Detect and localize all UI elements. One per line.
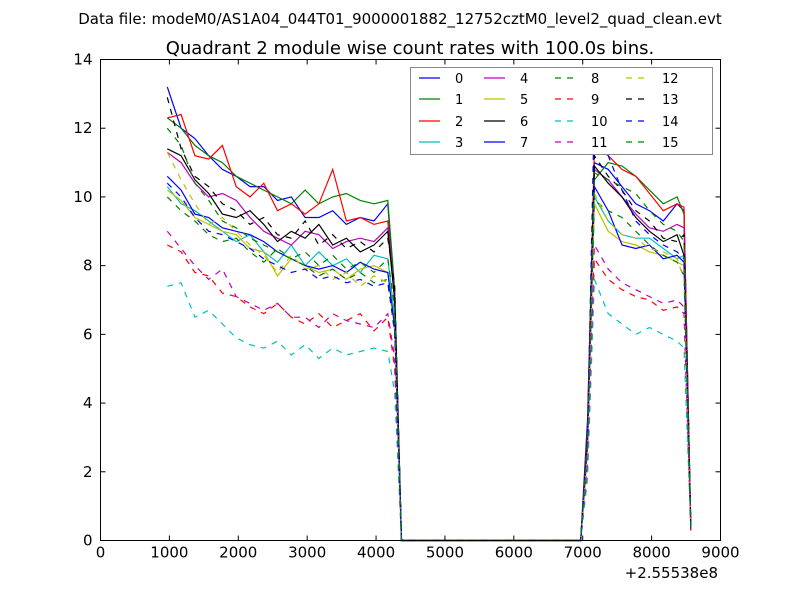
x-offset-label: +2.55538e8 — [625, 564, 718, 582]
axes-frame — [100, 59, 721, 541]
x-tick-label: 3000 — [288, 544, 326, 562]
series-line-6 — [167, 148, 692, 542]
legend-item-8: 8 — [555, 72, 599, 87]
legend-label: 7 — [520, 136, 528, 151]
legend-item-5: 5 — [484, 93, 528, 108]
legend-label: 11 — [591, 136, 608, 151]
y-tick-label: 2 — [83, 463, 93, 481]
legend-item-14: 14 — [626, 115, 679, 130]
y-tick-label: 6 — [83, 325, 93, 343]
legend-item-2: 2 — [419, 115, 463, 130]
y-tick-label: 8 — [83, 257, 93, 275]
x-tick-label: 2000 — [219, 544, 257, 562]
y-tick-label: 12 — [73, 119, 92, 137]
series-line-14 — [166, 104, 692, 542]
series-line-3 — [166, 186, 692, 542]
legend-label: 1 — [455, 93, 463, 108]
legend-item-0: 0 — [419, 72, 463, 87]
y-tick-label: 0 — [83, 532, 93, 550]
series-line-9 — [167, 244, 692, 542]
series-line-0 — [166, 86, 692, 542]
x-tick-label: 9000 — [701, 544, 739, 562]
x-tick-label: 0 — [96, 544, 106, 562]
series-line-13 — [166, 97, 692, 542]
legend-label: 3 — [455, 136, 463, 151]
legend-item-9: 9 — [555, 93, 599, 108]
x-tick-label: 5000 — [426, 544, 464, 562]
legend-label: 5 — [520, 93, 528, 108]
series-line-12 — [166, 152, 692, 542]
legend-item-6: 6 — [484, 115, 528, 130]
x-tick-label: 4000 — [357, 544, 395, 562]
legend-label: 9 — [591, 93, 599, 108]
legend-label: 8 — [591, 72, 599, 87]
legend-item-4: 4 — [484, 72, 528, 87]
series-line-4 — [166, 151, 692, 542]
legend-item-11: 11 — [555, 136, 608, 151]
x-tick-label: 8000 — [633, 544, 671, 562]
x-tick-label: 7000 — [564, 544, 602, 562]
y-tick-label: 14 — [73, 51, 92, 69]
legend-label: 4 — [520, 72, 528, 87]
y-tick-label: 4 — [83, 394, 93, 412]
series-line-1 — [166, 117, 692, 542]
legend-label: 2 — [455, 115, 463, 130]
series-line-15 — [166, 127, 692, 542]
ticks: 0 1000 2000 3000 4000 5000 6000 7000 8000 9000 0 2 4… — [73, 51, 739, 562]
series-line-7 — [166, 175, 692, 542]
series-line-5 — [166, 189, 692, 542]
legend-label: 14 — [662, 115, 679, 130]
legend-item-15: 15 — [626, 136, 679, 151]
series-line-10 — [167, 279, 692, 542]
series-line-11 — [166, 230, 692, 542]
legend-item-13: 13 — [626, 93, 679, 108]
suptitle: Data file: modeM0/AS1A04_044T01_90000018… — [78, 10, 722, 29]
legend-label: 0 — [455, 72, 463, 87]
legend-item-7: 7 — [484, 136, 528, 151]
x-tick-label: 6000 — [495, 544, 533, 562]
y-tick-label: 10 — [73, 188, 92, 206]
legend-item-3: 3 — [419, 136, 463, 151]
series-line-2 — [167, 113, 692, 542]
legend-item-10: 10 — [555, 115, 608, 130]
plot-lines — [166, 86, 692, 542]
series-line-8 — [166, 196, 692, 542]
chart-title: Quadrant 2 module wise count rates with … — [166, 38, 655, 59]
legend-item-12: 12 — [626, 72, 679, 87]
x-tick-label: 1000 — [150, 544, 188, 562]
legend-label: 12 — [662, 72, 679, 87]
legend-label: 13 — [662, 93, 679, 108]
legend-label: 15 — [662, 136, 679, 151]
legend-label: 6 — [520, 115, 528, 130]
legend-item-1: 1 — [419, 93, 463, 108]
legend-label: 10 — [591, 115, 608, 130]
legend-box — [410, 67, 713, 155]
